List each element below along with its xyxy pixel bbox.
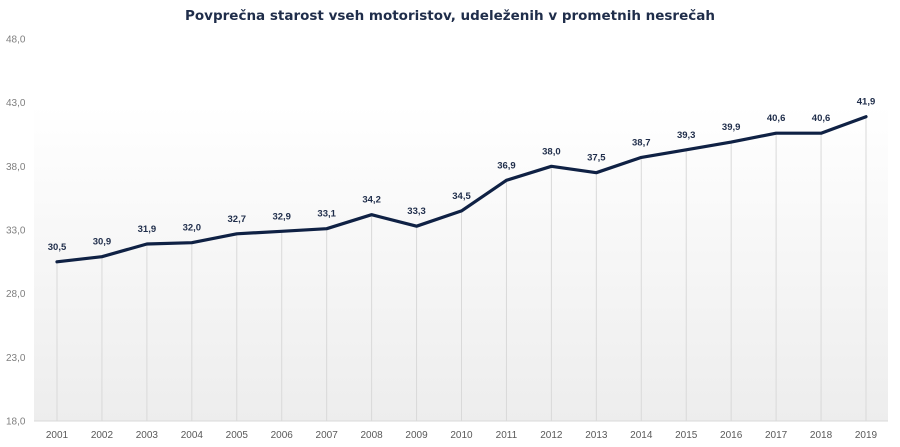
x-tick-label: 2018 [810,430,833,441]
y-tick-label: 18,0 [6,417,26,428]
data-label: 40,6 [812,113,831,124]
data-label: 36,9 [497,160,516,171]
data-label: 40,6 [767,113,786,124]
x-tick-label: 2014 [630,430,653,441]
x-tick-label: 2009 [405,430,428,441]
x-axis: 2001 2002 2003 2004 2005 2006 2007 2008 2009 2010… [46,430,878,441]
data-label: 34,5 [452,191,471,202]
x-tick-label: 2004 [181,430,204,441]
y-tick-label: 23,0 [6,353,26,364]
data-labels: 30,5 30,9 31,9 32,0 32,7 32,9 33,1 34,2 33,3 34,5… [48,97,876,253]
data-label: 30,9 [93,237,112,248]
series-line [55,115,868,264]
data-label: 39,3 [677,130,696,141]
x-tick-label: 2008 [360,430,383,441]
data-label: 32,9 [272,211,291,222]
x-tick-label: 2013 [585,430,608,441]
x-tick-label: 2006 [271,430,294,441]
data-label: 39,9 [722,122,741,133]
x-tick-label: 2002 [91,430,114,441]
y-axis: 18,0 23,0 28,0 33,0 38,0 43,0 48,0 [6,35,26,428]
data-label: 37,5 [587,153,606,164]
data-label: 33,1 [317,209,336,220]
data-label: 32,0 [183,223,202,234]
x-tick-label: 2012 [540,430,563,441]
data-label: 33,3 [407,206,426,217]
data-label: 41,9 [857,97,876,108]
drop-lines [56,116,867,421]
data-label: 34,2 [362,195,381,206]
data-label: 32,7 [228,214,247,225]
data-label: 38,0 [542,146,561,157]
y-tick-label: 38,0 [6,162,26,173]
x-tick-label: 2019 [855,430,878,441]
y-tick-label: 28,0 [6,289,26,300]
chart-title: Povprečna starost vseh motoristov, udele… [185,8,715,24]
x-tick-label: 2015 [675,430,698,441]
x-tick-label: 2017 [765,430,788,441]
x-tick-label: 2003 [136,430,159,441]
x-tick-label: 2001 [46,430,69,441]
x-tick-label: 2016 [720,430,743,441]
y-tick-label: 48,0 [6,35,26,46]
data-label: 31,9 [138,224,157,235]
data-label: 38,7 [632,137,651,148]
x-tick-label: 2010 [450,430,473,441]
x-tick-label: 2011 [496,430,518,441]
x-tick-label: 2007 [316,430,339,441]
y-tick-label: 43,0 [6,98,26,109]
data-label: 30,5 [48,242,67,253]
x-tick-label: 2005 [226,430,249,441]
y-tick-label: 33,0 [6,226,26,237]
